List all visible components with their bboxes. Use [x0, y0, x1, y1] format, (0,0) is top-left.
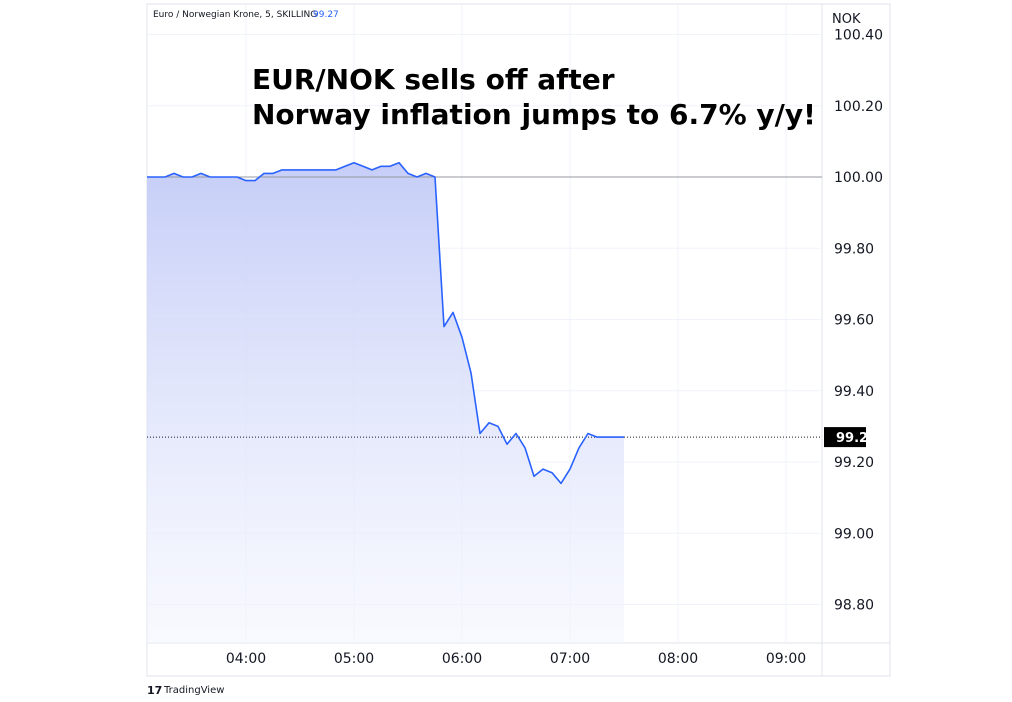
time-axis-labels: 04:00 05:00 06:00 07:00 08:00 09:00 [226, 651, 806, 667]
price-point [182, 176, 185, 179]
price-point [254, 179, 257, 182]
price-point [272, 172, 275, 175]
price-point [200, 172, 203, 175]
price-point [263, 172, 266, 175]
last-price-badge-text: 99.27 [836, 431, 877, 446]
price-point [227, 176, 230, 179]
y-tick-label: 99.20 [834, 455, 874, 471]
price-point [443, 325, 446, 328]
y-tick-label: 99.00 [834, 526, 874, 542]
price-point [524, 446, 527, 449]
price-line-layer [146, 161, 626, 485]
price-point [362, 165, 365, 168]
price-point [551, 471, 554, 474]
y-tick-label: 100.20 [834, 99, 883, 115]
price-point [173, 172, 176, 175]
y-tick-label: 99.40 [834, 384, 874, 400]
price-point [614, 436, 617, 439]
price-axis-labels: 100.40 100.20 100.00 99.80 99.60 99.40 99.20 99… [834, 28, 883, 614]
price-point [299, 168, 302, 171]
price-point [398, 161, 401, 164]
x-tick-label: 08:00 [658, 651, 698, 667]
price-area-fill [147, 162, 624, 643]
y-tick-label: 99.60 [834, 313, 874, 329]
y-tick-label: 98.80 [834, 598, 874, 614]
y-tick-label: 100.40 [834, 28, 883, 44]
price-point [461, 336, 464, 339]
currency-label: NOK [832, 12, 861, 27]
price-point [389, 165, 392, 168]
price-point [569, 468, 572, 471]
y-tick-label: 99.80 [834, 241, 874, 257]
price-point [164, 176, 167, 179]
price-point [470, 371, 473, 374]
price-point [353, 161, 356, 164]
price-point [236, 176, 239, 179]
price-point [371, 168, 374, 171]
price-point [497, 425, 500, 428]
legend-symbol: Euro / Norwegian Krone, 5, SKILLING [153, 10, 317, 20]
price-point [425, 172, 428, 175]
price-point [191, 176, 194, 179]
price-point [533, 475, 536, 478]
price-point [587, 432, 590, 435]
headline-line-1: EUR/NOK sells off after [252, 63, 615, 96]
price-point [146, 176, 149, 179]
price-point [290, 168, 293, 171]
tradingview-logo-text: TradingView [163, 685, 224, 696]
price-point [515, 432, 518, 435]
price-point [308, 168, 311, 171]
price-point [380, 165, 383, 168]
price-point [209, 176, 212, 179]
price-point [605, 436, 608, 439]
price-point [407, 172, 410, 175]
price-point [578, 446, 581, 449]
price-point [245, 179, 248, 182]
x-tick-label: 09:00 [766, 651, 806, 667]
x-tick-label: 06:00 [442, 651, 482, 667]
price-point [596, 436, 599, 439]
price-point [623, 436, 626, 439]
price-point [344, 165, 347, 168]
tradingview-logo[interactable]: 17 TradingView [147, 684, 224, 697]
price-point [452, 311, 455, 314]
price-point [281, 168, 284, 171]
price-point [335, 168, 338, 171]
price-point [560, 482, 563, 485]
price-point [326, 168, 329, 171]
price-point [506, 443, 509, 446]
price-point [155, 176, 158, 179]
price-line [147, 161, 624, 485]
price-point [416, 176, 419, 179]
price-point [218, 176, 221, 179]
y-tick-label: 100.00 [834, 170, 883, 186]
headline-line-2: Norway inflation jumps to 6.7% y/y! [252, 98, 816, 131]
price-point [488, 421, 491, 424]
x-tick-label: 05:00 [334, 651, 374, 667]
tradingview-logo-icon: 17 [147, 684, 162, 697]
legend-value: 99.27 [313, 10, 339, 20]
price-area-layer [147, 162, 624, 643]
price-point [434, 176, 437, 179]
price-point [479, 432, 482, 435]
x-tick-label: 04:00 [226, 651, 266, 667]
price-point [542, 468, 545, 471]
last-price-badge: 99.27 [824, 427, 877, 448]
last-price-badge-bg [824, 427, 866, 448]
x-tick-label: 07:00 [550, 651, 590, 667]
price-point [317, 168, 320, 171]
